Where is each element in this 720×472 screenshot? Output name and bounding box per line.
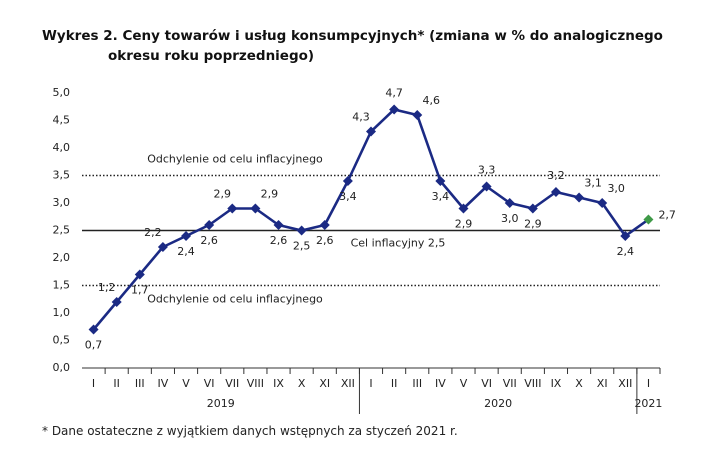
data-point <box>527 203 538 214</box>
y-tick-label: 3,0 <box>53 196 71 209</box>
x-tick-label: IV <box>158 377 169 390</box>
data-point <box>504 198 515 208</box>
value-label: 2,6 <box>316 234 334 247</box>
data-point <box>111 297 122 307</box>
data-point <box>134 269 145 280</box>
value-label: 2,9 <box>261 188 279 201</box>
value-label: 3,3 <box>478 164 496 177</box>
value-label: 1,2 <box>98 281 116 294</box>
value-label: 2,2 <box>144 226 162 239</box>
value-label: 2,9 <box>214 188 232 201</box>
value-label: 0,7 <box>85 339 103 352</box>
x-tick-label: III <box>135 377 145 390</box>
value-label: 3,1 <box>584 177 602 190</box>
data-point <box>296 225 307 236</box>
data-point <box>366 126 376 137</box>
data-point <box>250 203 261 214</box>
data-point <box>620 231 631 241</box>
x-tick-label: XI <box>597 377 608 390</box>
x-tick-label: X <box>298 377 306 390</box>
data-point <box>435 176 446 186</box>
value-label: 3,4 <box>432 190 450 203</box>
value-label: 2,4 <box>177 245 195 258</box>
x-tick-label: IX <box>551 377 562 390</box>
data-point <box>157 242 168 252</box>
x-tick-label: VIII <box>247 377 264 390</box>
data-point <box>273 220 284 230</box>
x-tick-label: XI <box>319 377 330 390</box>
data-point <box>412 110 423 120</box>
y-tick-label: 1,5 <box>53 279 71 292</box>
y-tick-label: 0,0 <box>53 361 71 374</box>
y-tick-label: 0,5 <box>53 334 71 347</box>
x-tick-label: VIII <box>524 377 541 390</box>
data-point <box>181 231 192 241</box>
value-label: 2,5 <box>293 240 311 253</box>
value-label: 2,9 <box>524 218 542 231</box>
data-point <box>574 192 585 203</box>
x-tick-label: II <box>113 377 120 390</box>
reference-label: Cel inflacyjny 2,5 <box>351 237 446 250</box>
x-tick-label: V <box>182 377 190 390</box>
value-label: 3,4 <box>339 190 357 203</box>
x-tick-label: IX <box>273 377 284 390</box>
value-label: 4,3 <box>352 111 370 124</box>
x-tick-label: V <box>460 377 468 390</box>
x-tick-label: II <box>391 377 398 390</box>
group-label: 2020 <box>484 397 512 410</box>
value-label: 2,7 <box>658 209 676 222</box>
chart-title: Wykres 2. Ceny towarów i usług konsumpcy… <box>42 28 663 64</box>
x-tick-label: I <box>647 377 650 390</box>
value-label: 4,7 <box>385 87 403 100</box>
value-label: 2,9 <box>455 218 473 231</box>
data-point <box>319 220 330 230</box>
x-tick-label: XII <box>341 377 355 390</box>
value-label: 2,4 <box>617 245 635 258</box>
value-label: 4,6 <box>422 94 440 107</box>
value-label: 3,0 <box>501 212 519 225</box>
footnote: * Dane ostateczne z wyjątkiem danych wst… <box>42 424 458 438</box>
data-point <box>550 187 561 197</box>
x-tick-label: I <box>92 377 95 390</box>
x-tick-label: VI <box>204 377 215 390</box>
data-point <box>481 181 492 192</box>
value-label: 2,6 <box>200 234 218 247</box>
y-tick-label: 1,0 <box>53 306 71 319</box>
data-point <box>204 220 215 230</box>
y-tick-label: 3,5 <box>53 169 71 182</box>
value-label: 1,7 <box>131 284 149 297</box>
reference-label: Odchylenie od celu inflacyjnego <box>147 293 323 306</box>
y-tick-label: 4,5 <box>53 114 71 127</box>
x-tick-label: VII <box>503 377 517 390</box>
value-label: 3,2 <box>547 169 565 182</box>
y-tick-label: 4,0 <box>53 141 71 154</box>
data-point <box>643 214 654 225</box>
y-tick-label: 2,0 <box>53 251 71 264</box>
y-tick-label: 5,0 <box>53 86 71 99</box>
group-label: 2021 <box>634 397 662 410</box>
reference-label: Odchylenie od celu inflacyjnego <box>147 153 323 166</box>
data-point <box>227 203 238 214</box>
data-point <box>342 176 353 186</box>
x-tick-label: X <box>575 377 583 390</box>
data-point <box>389 104 400 115</box>
data-point <box>88 324 99 335</box>
group-label: 2019 <box>207 397 235 410</box>
x-tick-label: VI <box>481 377 492 390</box>
x-tick-label: III <box>412 377 422 390</box>
x-tick-label: XII <box>618 377 632 390</box>
x-tick-label: I <box>369 377 372 390</box>
value-label: 2,6 <box>270 234 288 247</box>
x-tick-label: VII <box>225 377 239 390</box>
y-tick-label: 2,5 <box>53 224 71 237</box>
data-point <box>597 198 608 208</box>
data-point <box>458 203 469 214</box>
x-tick-label: IV <box>435 377 446 390</box>
value-label: 3,0 <box>607 182 625 195</box>
